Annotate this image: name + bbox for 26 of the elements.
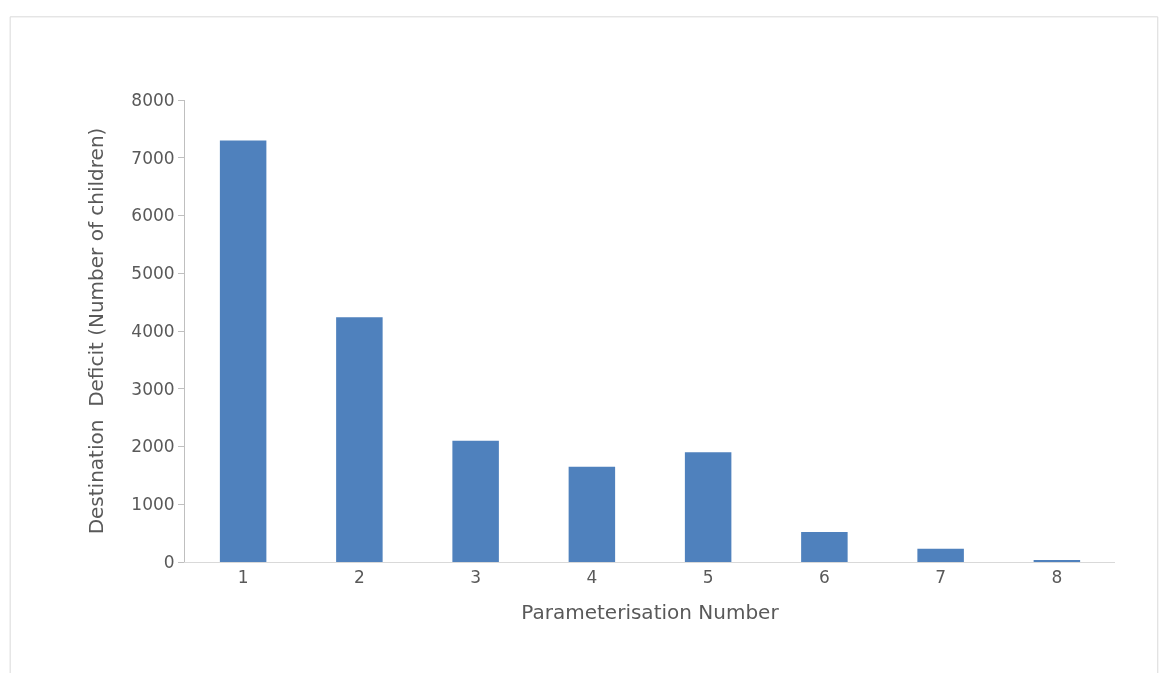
bar <box>917 548 964 562</box>
bar <box>568 466 616 562</box>
x-axis-title: Parameterisation Number <box>521 599 780 624</box>
y-tick-label: 1000 <box>131 494 175 515</box>
x-tick-label: 5 <box>702 567 714 588</box>
bar <box>219 140 267 562</box>
x-tick-label: 1 <box>237 567 249 588</box>
x-tick-label: 2 <box>353 567 365 588</box>
y-tick-label: 3000 <box>131 378 175 399</box>
y-tick-label: 8000 <box>131 89 175 110</box>
y-tick-label: 0 <box>163 551 175 572</box>
y-axis-title: Destination Deficit (Number of children) <box>83 127 108 535</box>
x-tick-label: 4 <box>586 567 598 588</box>
y-tick-label: 6000 <box>131 205 175 226</box>
y-tick-label: 4000 <box>131 320 175 341</box>
bar <box>684 452 732 562</box>
x-tick-label: 6 <box>818 567 830 588</box>
x-tick-label: 7 <box>935 567 947 588</box>
y-tick-label: 7000 <box>131 147 175 168</box>
x-tick-label: 3 <box>470 567 482 588</box>
x-tick-label: 8 <box>1051 567 1063 588</box>
bar <box>801 531 848 562</box>
y-tick-label: 2000 <box>131 436 175 457</box>
bar <box>452 440 499 562</box>
bar <box>336 317 383 562</box>
y-tick-label: 5000 <box>131 263 175 284</box>
